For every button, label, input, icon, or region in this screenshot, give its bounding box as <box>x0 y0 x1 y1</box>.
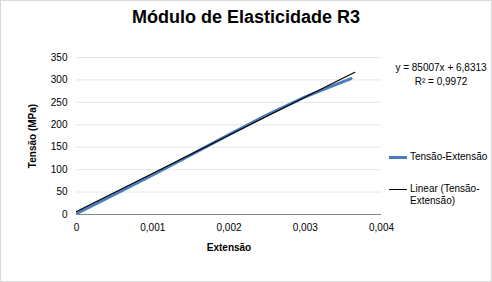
html-text:y = 85007x + 6,8313: y = 85007x + 6,8313 <box>395 62 487 73</box>
html-text:Módulo de Elasticidade R3: Módulo de Elasticidade R3 <box>132 7 360 27</box>
html-text:Linear (Tensão-Extensão): Linear (Tensão-Extensão) <box>410 183 480 206</box>
svg-text:0: 0 <box>62 209 68 220</box>
svg-text:150: 150 <box>51 141 68 152</box>
svg-text:50: 50 <box>56 186 68 197</box>
svg-text:250: 250 <box>51 97 68 108</box>
svg-text:200: 200 <box>51 119 68 130</box>
svg-text:0: 0 <box>74 222 80 233</box>
html-text:Tensão-Extensão: Tensão-Extensão <box>410 151 488 162</box>
svg-text:300: 300 <box>51 74 68 85</box>
svg-text:0,004: 0,004 <box>369 222 394 233</box>
svg-text:0,001: 0,001 <box>140 222 165 233</box>
svg-text:350: 350 <box>51 52 68 63</box>
svg-text:0,002: 0,002 <box>216 222 241 233</box>
html-text:R² = 0,9972: R² = 0,9972 <box>414 76 468 87</box>
svg-text:100: 100 <box>51 164 68 175</box>
svg-text:0,003: 0,003 <box>293 222 318 233</box>
svg-text:Tensão (MPa): Tensão (MPa) <box>27 104 38 168</box>
svg-text:Extensão: Extensão <box>207 242 251 253</box>
